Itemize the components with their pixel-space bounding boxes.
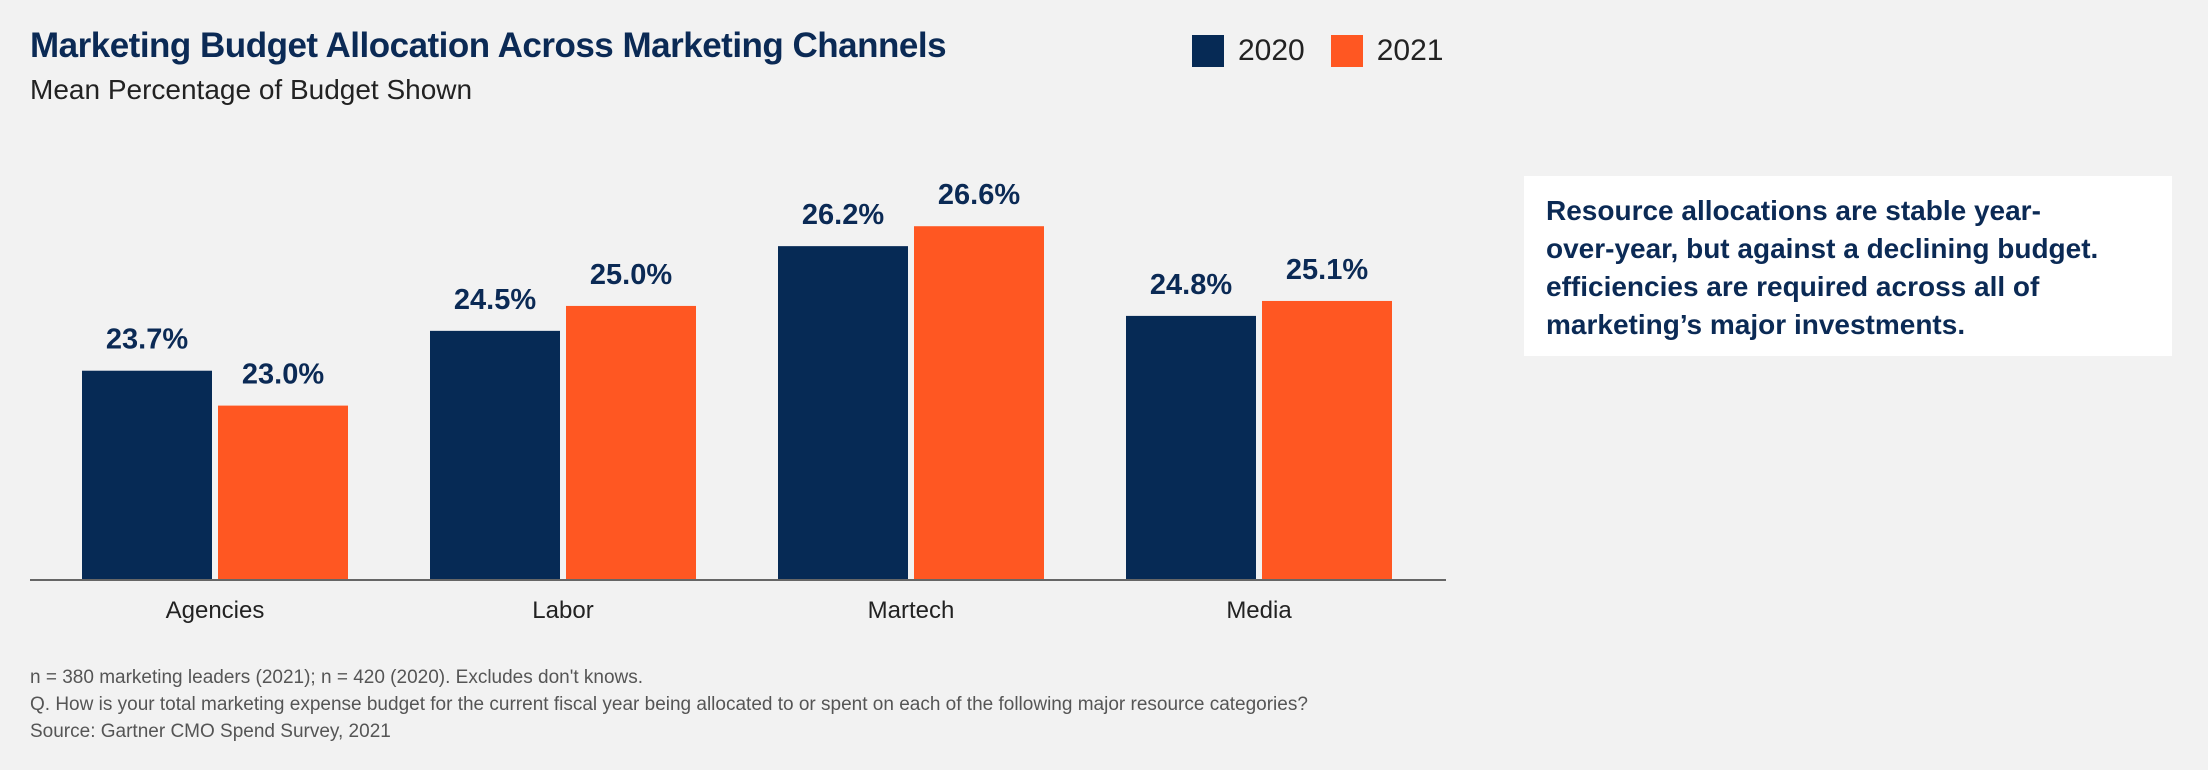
legend-label-2020: 2020 [1238,34,1305,67]
footnotes: n = 380 marketing leaders (2021); n = 42… [30,664,1308,745]
bar-media-2021 [1262,300,1392,580]
legend-item-2021: 2021 [1330,34,1444,68]
data-label-media-2020: 24.8% [1150,269,1232,301]
sample-note: n = 380 marketing leaders (2021); n = 42… [30,667,644,688]
category-label-labor: Labor [532,597,593,624]
bar-labor-2020 [430,330,560,580]
legend: 2020 2021 [1192,33,1444,69]
callout-line: marketing’s major investments. [1546,309,1966,340]
chart-subtitle: Mean Percentage of Budget Shown [30,74,473,105]
bar-agencies-2020 [82,370,212,580]
legend-swatch-2020 [1192,35,1224,67]
bar-labor-2021 [566,305,696,580]
legend-label-2021: 2021 [1376,34,1444,67]
category-label-martech: Martech [868,597,955,624]
data-label-labor-2021: 25.0% [590,259,672,291]
chart-title: Marketing Budget Allocation Across Marke… [30,26,947,65]
data-label-martech-2021: 26.6% [938,179,1020,211]
category-label-media: Media [1226,597,1292,624]
bar-media-2020 [1126,315,1256,580]
question-note: Q. How is your total marketing expense b… [30,694,1308,715]
callout-box: Resource allocations are stable year- ov… [1524,176,2172,356]
bar-martech-2021 [914,226,1044,580]
data-label-martech-2020: 26.2% [802,199,884,231]
callout-line: over-year, but against a declining budge… [1546,233,2099,264]
bar-martech-2020 [778,246,908,580]
data-label-agencies-2020: 23.7% [106,324,188,356]
source-note: Source: Gartner CMO Spend Survey, 2021 [30,721,391,742]
category-label-agencies: Agencies [166,597,265,624]
bar-chart: 23.7% 23.0% Agencies 24.5% 25.0% Labor 26.2% 26… [30,179,1446,624]
bar-agencies-2021 [218,405,348,580]
legend-item-2020: 2020 [1192,34,1305,68]
callout-line: efficiencies are required across all of [1546,271,2040,302]
data-label-agencies-2021: 23.0% [242,359,324,391]
data-label-media-2021: 25.1% [1286,254,1368,286]
legend-swatch-2021 [1330,35,1363,67]
callout-line: Resource allocations are stable year- [1546,195,2041,226]
data-label-labor-2020: 24.5% [454,284,536,316]
